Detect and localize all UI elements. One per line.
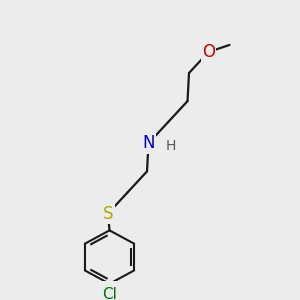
Text: Cl: Cl <box>102 287 117 300</box>
Text: S: S <box>103 205 113 223</box>
Text: N: N <box>142 134 155 152</box>
Text: H: H <box>166 139 176 153</box>
Text: O: O <box>202 43 215 61</box>
